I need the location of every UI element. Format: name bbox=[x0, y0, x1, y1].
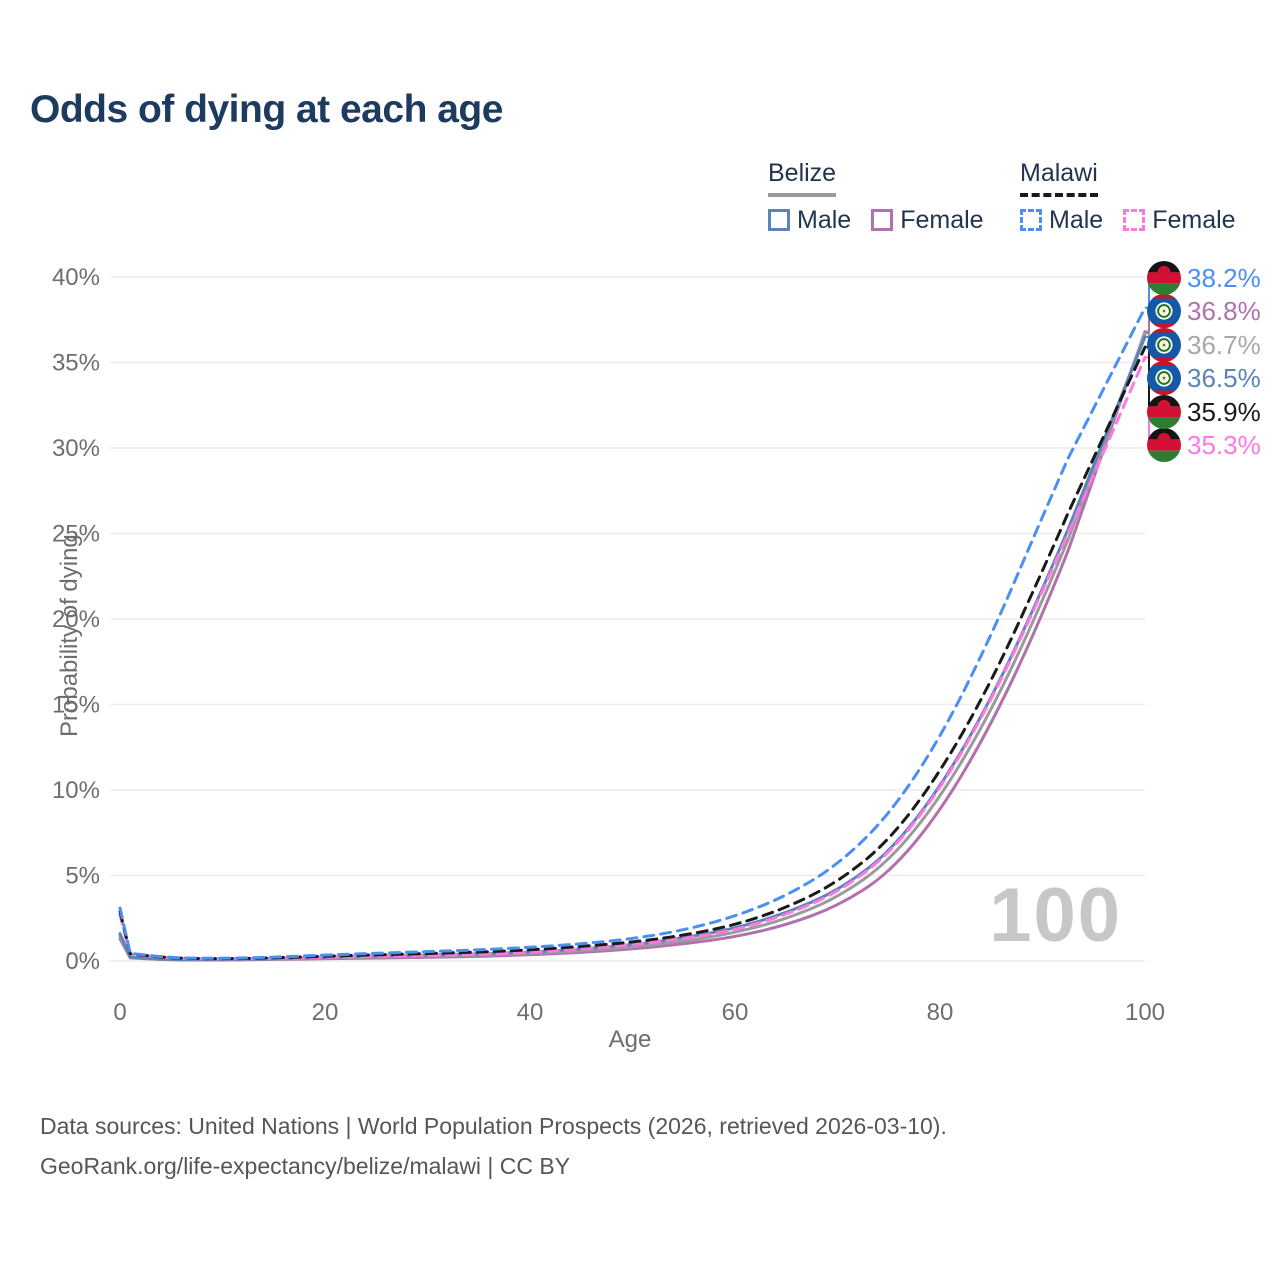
y-tick-label-40: 40% bbox=[52, 264, 100, 291]
x-tick-label-100: 100 bbox=[1125, 999, 1165, 1026]
series-line-malawi-male[interactable] bbox=[118, 306, 1147, 960]
y-tick-label-10: 10% bbox=[52, 777, 100, 804]
legend-label-belize-male: Male bbox=[797, 205, 852, 234]
series-line-malawi-total[interactable] bbox=[118, 345, 1147, 961]
legend-item-belize-female[interactable]: Female bbox=[871, 205, 984, 235]
malawi-female-swatch-icon bbox=[1123, 209, 1146, 231]
x-tick-label-40: 40 bbox=[517, 999, 544, 1026]
end-label-value-malawi-female: 35.3% bbox=[1187, 430, 1261, 460]
end-label-value-malawi-male: 38.2% bbox=[1187, 263, 1261, 293]
legend-title-malawi: Malawi bbox=[1020, 159, 1098, 197]
x-tick-label-0: 0 bbox=[113, 999, 126, 1026]
legend-label-malawi-female: Female bbox=[1152, 205, 1236, 234]
y-tick-label-30: 30% bbox=[52, 435, 100, 462]
legend-group-malawi: Malawi Male Female bbox=[1020, 159, 1236, 235]
x-tick-label-80: 80 bbox=[927, 999, 954, 1026]
age-counter-watermark: 100 bbox=[989, 873, 1122, 958]
y-tick-label-5: 5% bbox=[65, 863, 100, 890]
y-tick-label-35: 35% bbox=[52, 350, 100, 377]
legend-items-malawi: Male Female bbox=[1020, 206, 1236, 235]
end-label-value-belize-male: 36.5% bbox=[1187, 363, 1261, 394]
x-axis-title: Age bbox=[608, 1026, 652, 1053]
end-label-malawi-female: 35.3% bbox=[1147, 428, 1261, 462]
y-tick-label-0: 0% bbox=[65, 948, 100, 975]
x-tick-label-60: 60 bbox=[722, 999, 749, 1026]
malawi-flag-icon bbox=[1147, 261, 1181, 295]
footer: Data sources: United Nations | World Pop… bbox=[40, 1106, 947, 1187]
series-line-belize-total[interactable] bbox=[118, 331, 1147, 962]
y-tick-label-20: 20% bbox=[52, 606, 100, 633]
end-label-value-malawi-total: 35.9% bbox=[1187, 396, 1261, 427]
end-label-malawi-male: 38.2% bbox=[1147, 261, 1261, 295]
series-line-belize-female[interactable] bbox=[118, 330, 1147, 962]
end-label-belize-total: 36.7% bbox=[1147, 327, 1261, 362]
end-label-belize-female: 36.8% bbox=[1147, 294, 1261, 329]
y-axis-title: Probability of dying bbox=[56, 534, 83, 737]
belize-female-swatch-icon bbox=[871, 209, 894, 231]
y-axis-title-wrap: Probability of dying bbox=[24, 505, 83, 745]
legend-label-belize-female: Female bbox=[900, 205, 984, 234]
belize-flag-icon bbox=[1147, 327, 1181, 362]
belize-flag-icon bbox=[1147, 294, 1181, 329]
legend-item-malawi-female[interactable]: Female bbox=[1123, 205, 1236, 235]
malawi-flag-icon bbox=[1147, 394, 1181, 429]
end-label-belize-male: 36.5% bbox=[1147, 361, 1261, 396]
belize-male-swatch-icon bbox=[768, 209, 790, 231]
series-line-belize-male[interactable] bbox=[118, 335, 1147, 962]
end-label-malawi-total: 35.9% bbox=[1147, 394, 1261, 429]
footer-attribution-line: GeoRank.org/life-expectancy/belize/malaw… bbox=[40, 1153, 571, 1180]
legend: Belize Male Female Malawi Male Female bbox=[0, 159, 1280, 250]
legend-label-malawi-male: Male bbox=[1049, 205, 1104, 234]
legend-items-belize: Male Female bbox=[768, 206, 984, 235]
y-tick-label-25: 25% bbox=[52, 521, 100, 548]
legend-title-belize: Belize bbox=[768, 159, 837, 197]
end-label-value-belize-total: 36.7% bbox=[1187, 329, 1261, 360]
legend-item-belize-male[interactable]: Male bbox=[768, 206, 851, 235]
legend-item-malawi-male[interactable]: Male bbox=[1020, 206, 1103, 235]
malawi-flag-icon bbox=[1147, 428, 1181, 462]
y-tick-label-15: 15% bbox=[52, 692, 100, 719]
end-label-value-belize-female: 36.8% bbox=[1187, 296, 1261, 327]
legend-group-belize: Belize Male Female bbox=[768, 159, 984, 235]
malawi-male-swatch-icon bbox=[1020, 209, 1042, 231]
chart-title: Odds of dying at each age bbox=[30, 88, 503, 131]
x-tick-label-20: 20 bbox=[312, 999, 339, 1026]
belize-flag-icon bbox=[1147, 361, 1181, 396]
footer-sources-line: Data sources: United Nations | World Pop… bbox=[40, 1113, 947, 1139]
